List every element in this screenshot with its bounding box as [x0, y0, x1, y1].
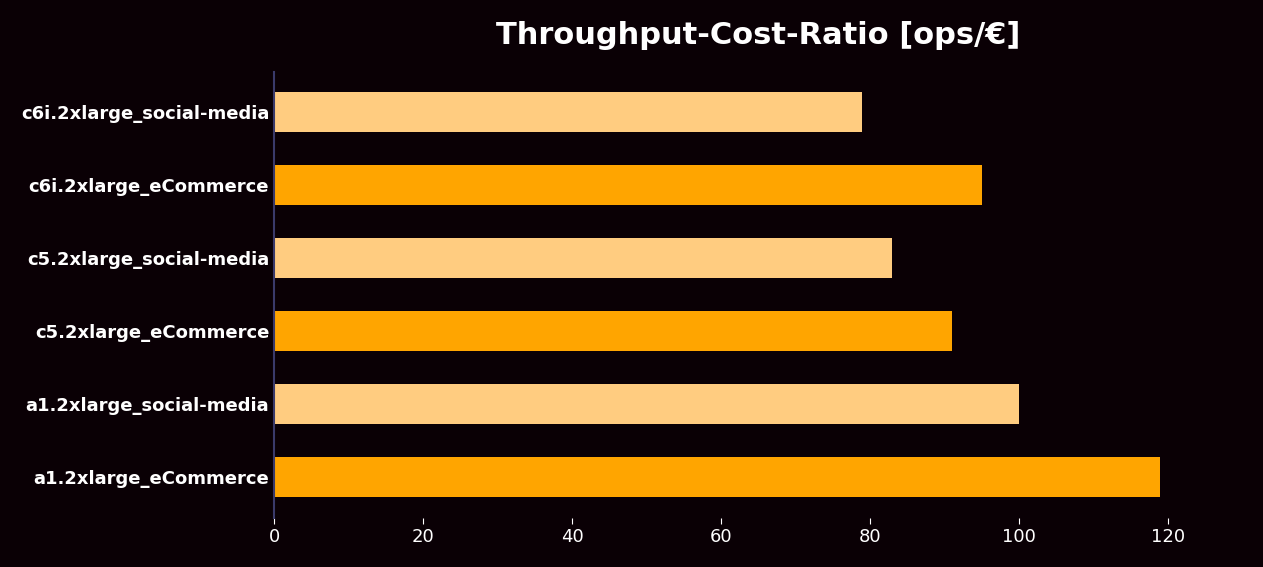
Title: Throughput-Cost-Ratio [ops/€]: Throughput-Cost-Ratio [ops/€] [496, 21, 1021, 50]
Bar [274, 457, 1161, 497]
Bar [274, 238, 892, 278]
Bar [274, 92, 863, 132]
Bar [274, 165, 981, 205]
Bar [274, 384, 1019, 424]
Bar [274, 311, 952, 352]
